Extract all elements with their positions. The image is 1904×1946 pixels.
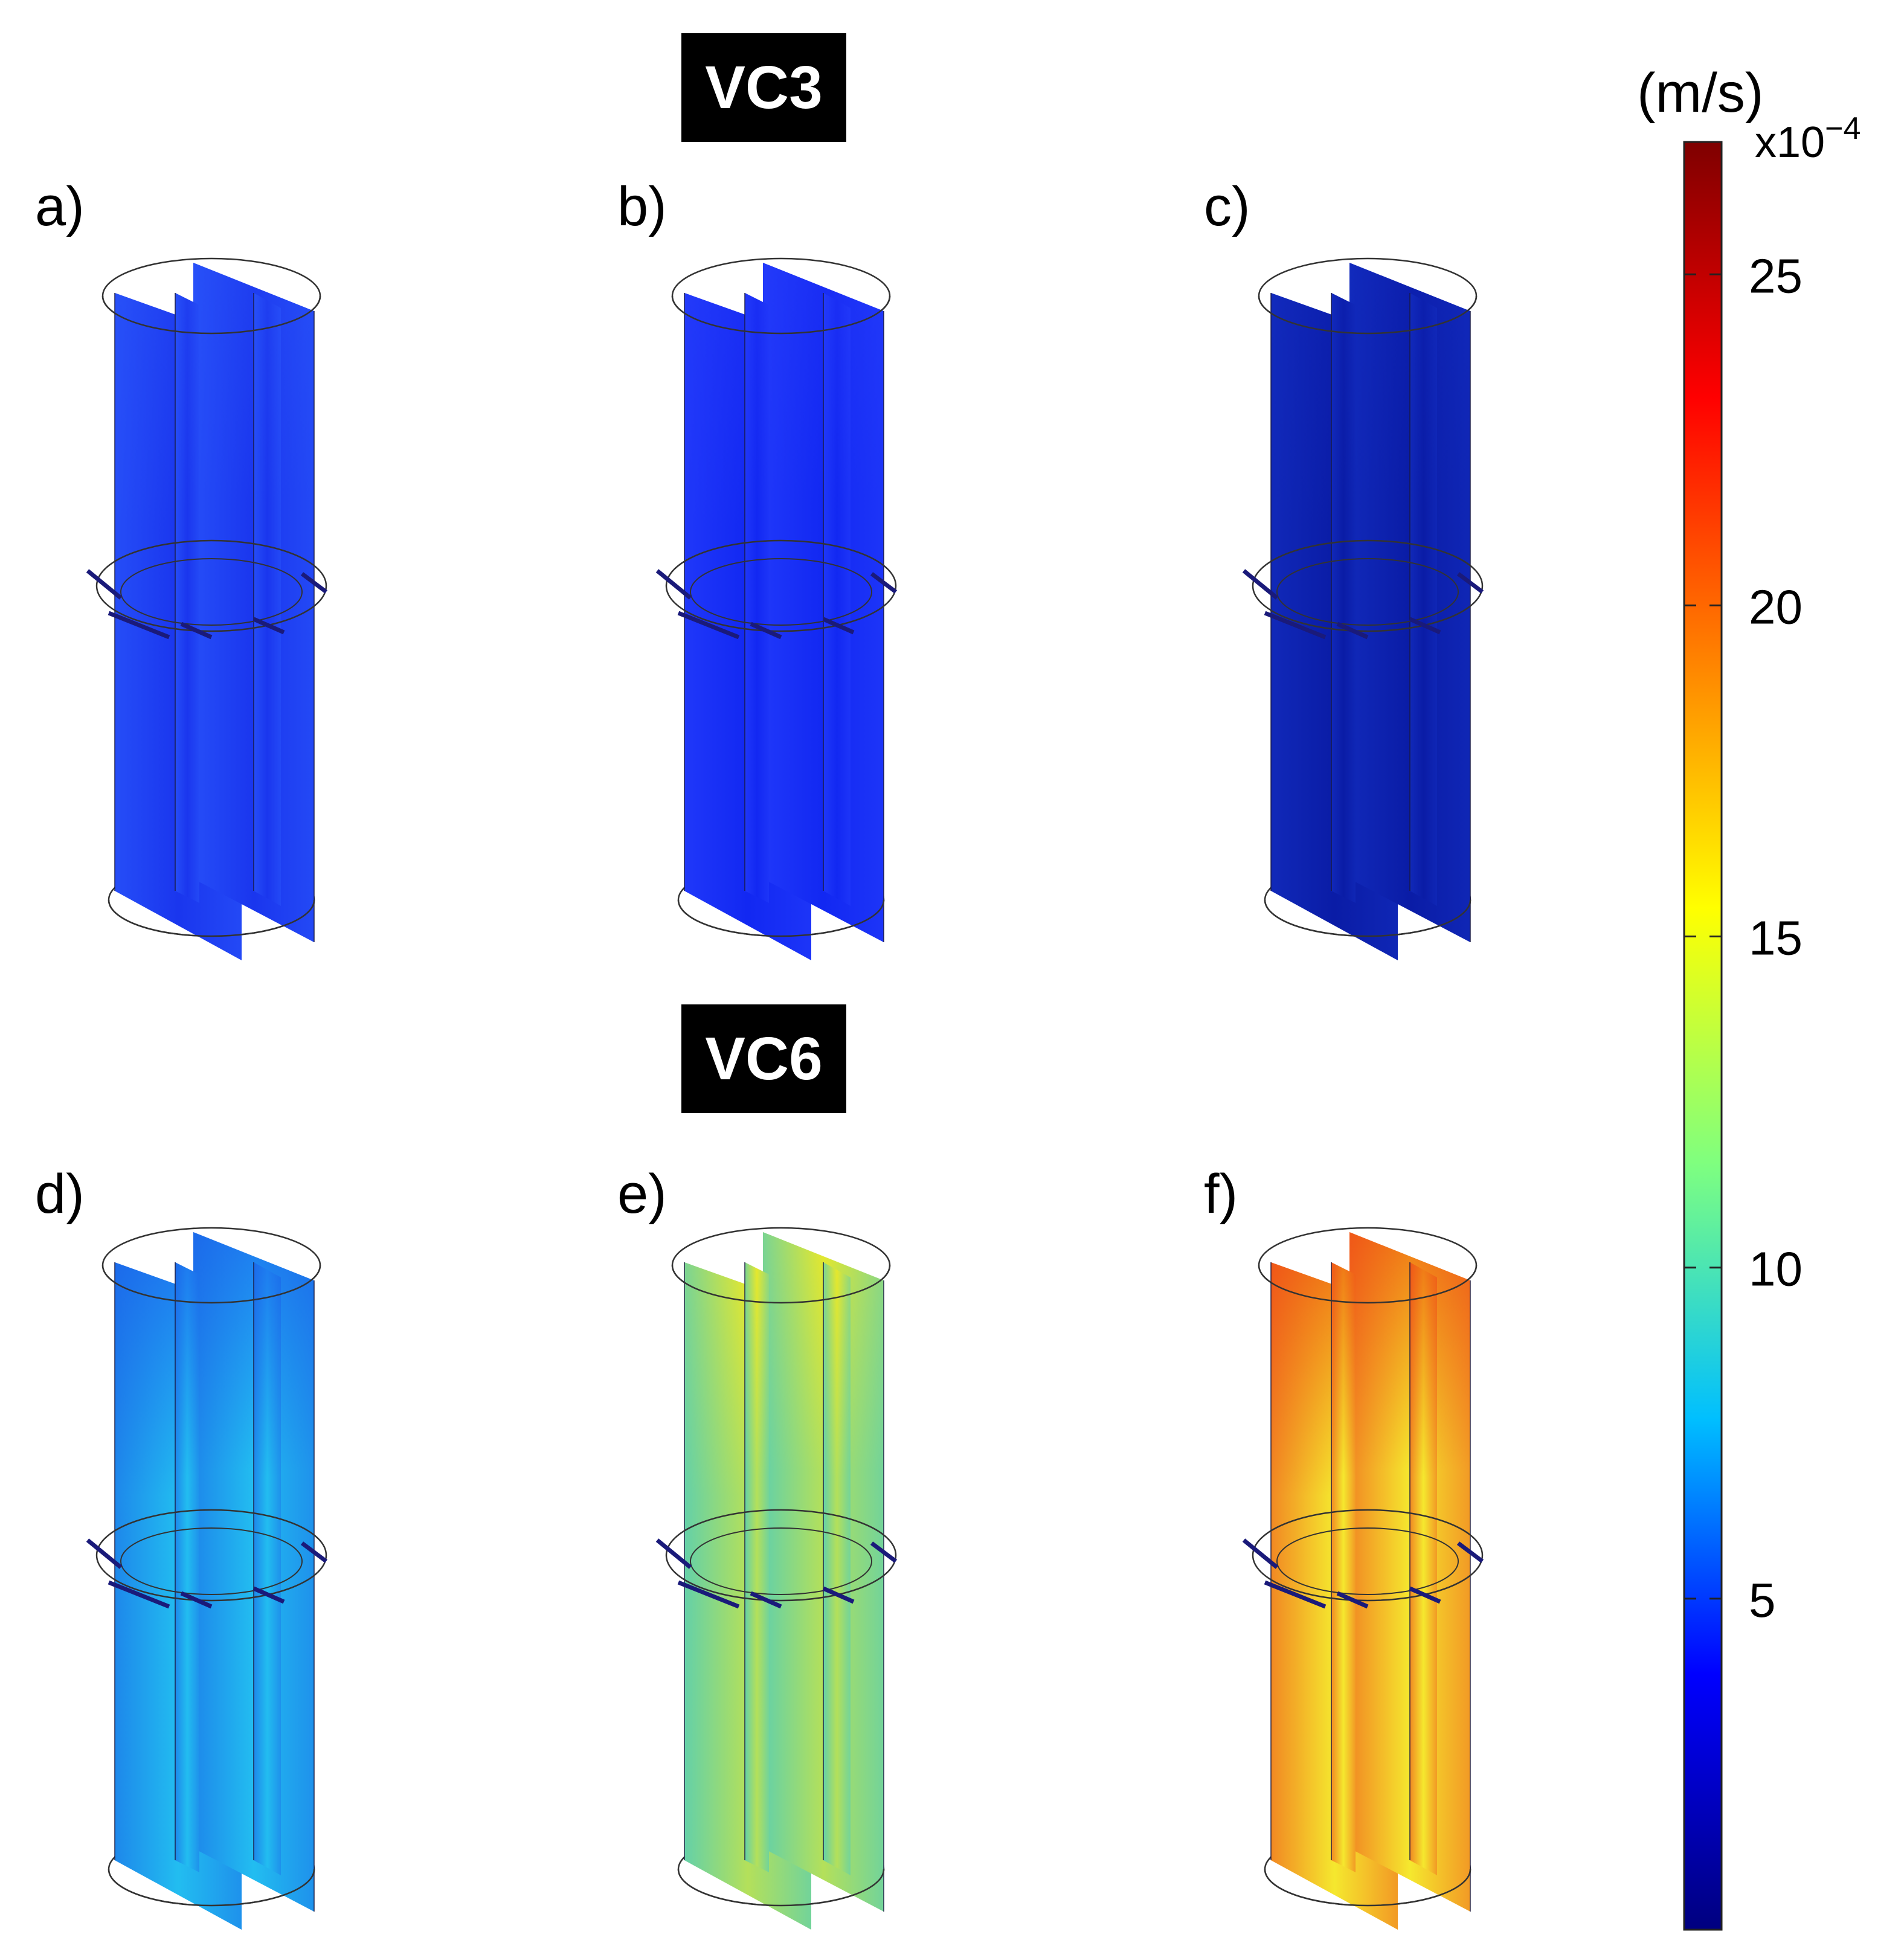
colorbar-exponent: x10−4: [1755, 111, 1861, 167]
cylinder-panel-e: [655, 1227, 898, 1930]
colorbar-gradient: [1683, 141, 1723, 1931]
velocity-planes: [115, 1232, 314, 1930]
cylinder-panel-a: [86, 257, 328, 960]
cylinder-caps: [671, 295, 891, 937]
colorbar-tick-label: 5: [1749, 1573, 1776, 1627]
colorbar-tick-label: 15: [1749, 911, 1803, 965]
mid-ring: [1242, 539, 1484, 640]
cylinder-panel-c: [1242, 257, 1484, 960]
cylinder-panel-d: [86, 1227, 328, 1930]
plane-edges: [684, 1262, 884, 1912]
cylinder-panel-f: [1242, 1227, 1484, 1930]
colorbar-tick-label: 25: [1749, 249, 1803, 303]
panel-label-b: b): [617, 176, 667, 237]
colorbar-tick-label: 10: [1749, 1242, 1803, 1296]
mid-ring: [1242, 1509, 1484, 1609]
header-vc6: VC6: [681, 1004, 846, 1113]
panel-label-c: c): [1204, 176, 1250, 237]
velocity-planes: [684, 263, 884, 960]
plane-edges: [1270, 1262, 1471, 1912]
mid-ring: [86, 539, 328, 640]
plane-edges: [1270, 293, 1471, 942]
colorbar-tick-label: 20: [1749, 580, 1803, 634]
cylinder-caps: [101, 1265, 321, 1907]
panel-label-f: f): [1204, 1163, 1238, 1225]
cylinder-caps: [1258, 1265, 1478, 1907]
cylinder-caps: [101, 295, 321, 937]
header-vc3: VC3: [681, 33, 846, 142]
mid-ring: [86, 1509, 328, 1609]
mid-ring: [655, 539, 898, 640]
cylinder-caps: [1258, 295, 1478, 937]
colorbar-unit: (m/s): [1637, 62, 1763, 124]
mid-ring: [655, 1509, 898, 1609]
plane-edges: [114, 1262, 315, 1912]
cylinder-caps: [671, 1265, 891, 1907]
panel-label-d: d): [35, 1163, 85, 1225]
panel-label-e: e): [617, 1163, 667, 1225]
colorbar: (m/s) x10−4 5 10 15 20 25: [1637, 62, 1861, 1931]
cylinder-panel-b: [655, 257, 898, 960]
panel-label-a: a): [35, 176, 85, 237]
